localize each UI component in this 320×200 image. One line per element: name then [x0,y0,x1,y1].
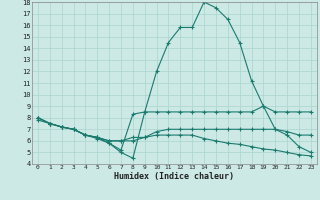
X-axis label: Humidex (Indice chaleur): Humidex (Indice chaleur) [115,172,234,181]
